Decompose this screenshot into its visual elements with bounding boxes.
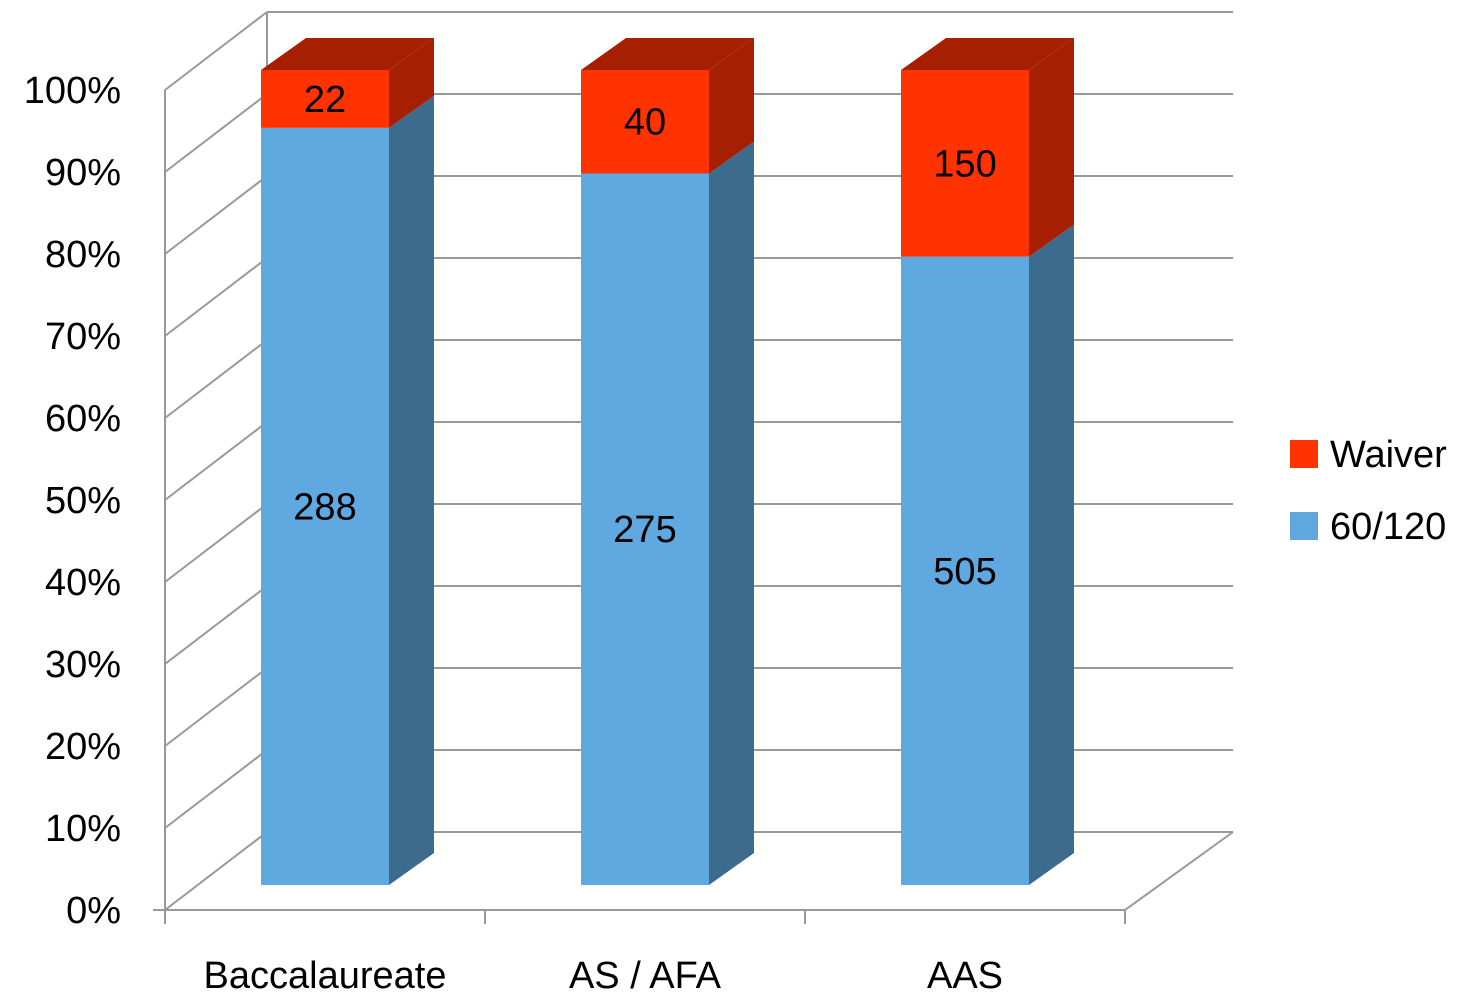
y-tick-label: 70% <box>45 316 121 358</box>
y-tick-label: 100% <box>24 70 121 112</box>
floor-right-edge <box>1124 831 1234 911</box>
bar-segment-side <box>389 38 434 128</box>
bar-segment-front <box>581 173 709 885</box>
gridline-diagonal <box>164 339 268 419</box>
y-tick-label: 80% <box>45 234 121 276</box>
legend-label: 60/120 <box>1330 506 1446 548</box>
legend-swatch <box>1290 440 1318 468</box>
bar-segment-side <box>1029 38 1074 257</box>
legend-swatch <box>1290 512 1318 540</box>
y-tick-label: 20% <box>45 726 121 768</box>
gridline-diagonal <box>164 831 268 911</box>
x-category-label: AS / AFA <box>569 955 722 993</box>
y-tick-label: 10% <box>45 808 121 850</box>
bar-top <box>901 38 1074 70</box>
gridline-diagonal <box>164 257 268 337</box>
y-tick-labels: 0% 10% 20% 30% 40% 50% 60% 70% 80% 90% 100% <box>24 70 121 932</box>
bar-segment-side <box>709 38 754 174</box>
bar-segment-front <box>901 70 1029 257</box>
data-label: 275 <box>613 509 676 551</box>
y-tick-label: 40% <box>45 562 121 604</box>
y-tick-label: 60% <box>45 398 121 440</box>
gridline-diagonal <box>164 749 268 829</box>
bar-segment-front <box>901 256 1029 885</box>
gridline-diagonal <box>164 175 268 255</box>
bar-segment-side <box>709 141 754 885</box>
data-label: 40 <box>624 102 666 144</box>
bar-top <box>581 38 754 70</box>
y-tick-label: 30% <box>45 644 121 686</box>
gridline-diagonal <box>164 667 268 747</box>
data-label: 288 <box>293 486 356 528</box>
gridline-diagonal <box>164 585 268 665</box>
data-label: 22 <box>304 79 346 121</box>
x-category-label: AAS <box>927 955 1003 993</box>
gridline-diagonal <box>164 421 268 501</box>
axes <box>153 831 1234 924</box>
x-category-label: Baccalaureate <box>204 955 447 993</box>
x-category-labels: Baccalaureate AS / AFA AAS <box>204 955 1003 993</box>
bar-segment-front <box>581 70 709 174</box>
bar-segment-front <box>261 127 389 886</box>
bar-top <box>261 38 434 70</box>
legend: Waiver 60/120 <box>1290 434 1447 548</box>
bars <box>261 38 1074 886</box>
y-tick-label: 0% <box>66 890 121 932</box>
y-tick-label: 50% <box>45 480 121 522</box>
bar-segment-side <box>389 95 434 886</box>
data-labels: 288 22 275 40 505 150 <box>293 79 996 593</box>
data-label: 505 <box>933 551 996 593</box>
data-label: 150 <box>933 143 996 185</box>
gridline-diagonal <box>164 503 268 583</box>
legend-label: Waiver <box>1330 434 1447 476</box>
gridline-diagonal <box>164 11 268 91</box>
bar-segment-front <box>261 70 389 128</box>
gridline-diagonal <box>164 93 268 173</box>
y-tick-label: 90% <box>45 152 121 194</box>
bar-segment-side <box>1029 224 1074 885</box>
